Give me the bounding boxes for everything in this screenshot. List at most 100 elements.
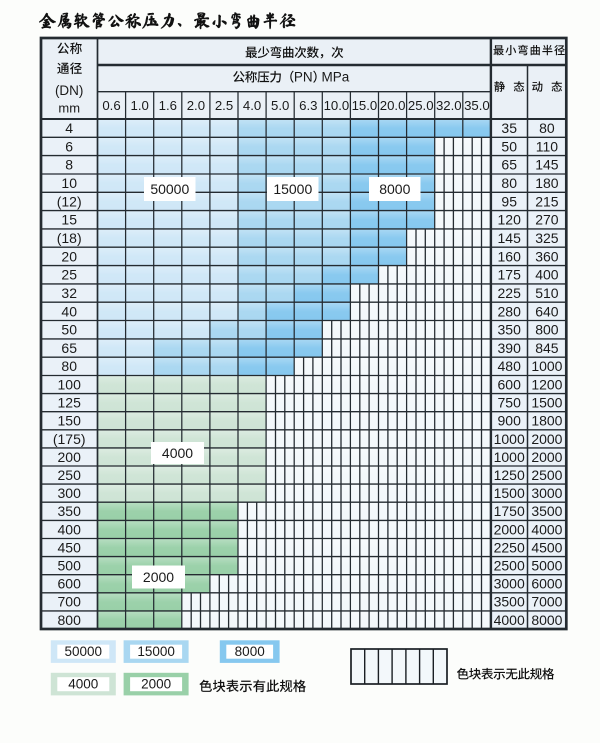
svg-text:600: 600 — [498, 377, 522, 393]
svg-text:(18): (18) — [57, 230, 82, 246]
svg-text:(DN): (DN) — [55, 83, 84, 98]
svg-text:65: 65 — [501, 157, 517, 173]
svg-text:20: 20 — [61, 248, 77, 264]
svg-text:480: 480 — [498, 358, 522, 374]
svg-text:0.6: 0.6 — [102, 98, 120, 113]
svg-text:2000: 2000 — [143, 569, 174, 585]
svg-text:mm: mm — [58, 101, 80, 116]
svg-text:1500: 1500 — [494, 485, 525, 501]
svg-text:15000: 15000 — [273, 181, 312, 197]
svg-text:350: 350 — [58, 503, 82, 519]
svg-text:800: 800 — [535, 322, 559, 338]
svg-text:3000: 3000 — [494, 576, 525, 592]
svg-text:700: 700 — [58, 594, 82, 610]
svg-text:6: 6 — [65, 138, 73, 154]
svg-text:8000: 8000 — [379, 181, 410, 197]
svg-text:15: 15 — [61, 212, 77, 228]
svg-text:80: 80 — [501, 175, 517, 191]
svg-text:50000: 50000 — [150, 181, 189, 197]
svg-text:3500: 3500 — [494, 594, 525, 610]
svg-text:2000: 2000 — [531, 431, 562, 447]
svg-text:2.5: 2.5 — [215, 98, 233, 113]
svg-text:845: 845 — [535, 340, 559, 356]
svg-text:750: 750 — [498, 395, 522, 411]
svg-text:4500: 4500 — [531, 539, 562, 555]
svg-text:8000: 8000 — [235, 644, 265, 659]
svg-text:7000: 7000 — [531, 594, 562, 610]
svg-text:350: 350 — [498, 322, 522, 338]
svg-text:250: 250 — [58, 467, 82, 483]
svg-text:25: 25 — [61, 267, 77, 283]
svg-text:1000: 1000 — [494, 431, 525, 447]
svg-text:8000: 8000 — [531, 612, 562, 628]
svg-text:160: 160 — [498, 248, 522, 264]
svg-text:6000: 6000 — [531, 576, 562, 592]
svg-text:215: 215 — [535, 193, 559, 209]
svg-text:2000: 2000 — [531, 449, 562, 465]
svg-text:1800: 1800 — [531, 413, 562, 429]
svg-text:800: 800 — [58, 612, 82, 628]
svg-text:65: 65 — [61, 340, 77, 356]
svg-text:35.0: 35.0 — [464, 98, 490, 113]
svg-text:1250: 1250 — [494, 467, 525, 483]
svg-text:15000: 15000 — [137, 644, 175, 659]
svg-text:150: 150 — [58, 413, 82, 429]
svg-text:900: 900 — [498, 413, 522, 429]
svg-text:15.0: 15.0 — [352, 98, 378, 113]
svg-text:1500: 1500 — [531, 395, 562, 411]
svg-text:5000: 5000 — [531, 558, 562, 574]
svg-text:1.6: 1.6 — [159, 98, 177, 113]
svg-text:4000: 4000 — [68, 677, 98, 692]
svg-text:2500: 2500 — [494, 558, 525, 574]
svg-text:4000: 4000 — [494, 612, 525, 628]
svg-text:4000: 4000 — [531, 521, 562, 537]
svg-text:1000: 1000 — [494, 449, 525, 465]
svg-text:500: 500 — [58, 558, 82, 574]
svg-text:360: 360 — [535, 248, 559, 264]
svg-text:50: 50 — [61, 322, 77, 338]
svg-text:10: 10 — [61, 175, 77, 191]
svg-text:145: 145 — [498, 230, 522, 246]
svg-text:180: 180 — [535, 175, 559, 191]
svg-text:80: 80 — [539, 120, 555, 136]
svg-text:(12): (12) — [57, 193, 82, 209]
svg-text:8: 8 — [65, 157, 73, 173]
svg-text:2.0: 2.0 — [187, 98, 205, 113]
svg-text:1200: 1200 — [531, 377, 562, 393]
svg-text:110: 110 — [536, 138, 559, 154]
svg-text:175: 175 — [498, 267, 522, 283]
svg-text:4.0: 4.0 — [243, 98, 261, 113]
svg-text:(175): (175) — [53, 431, 86, 447]
svg-text:25.0: 25.0 — [408, 98, 434, 113]
svg-text:600: 600 — [58, 576, 82, 592]
svg-text:325: 325 — [535, 230, 559, 246]
svg-text:95: 95 — [501, 193, 517, 209]
svg-text:2250: 2250 — [494, 539, 525, 555]
svg-text:4: 4 — [65, 120, 73, 136]
svg-text:PN: PN — [294, 70, 313, 85]
svg-text:4000: 4000 — [162, 445, 193, 461]
svg-text:400: 400 — [58, 521, 82, 537]
svg-text:2000: 2000 — [494, 521, 525, 537]
svg-text:1.0: 1.0 — [131, 98, 149, 113]
svg-text:400: 400 — [535, 267, 559, 283]
svg-text:35: 35 — [501, 120, 517, 136]
svg-text:225: 225 — [498, 285, 522, 301]
svg-text:80: 80 — [61, 358, 77, 374]
svg-text:20.0: 20.0 — [380, 98, 406, 113]
svg-text:2000: 2000 — [141, 677, 171, 692]
svg-text:100: 100 — [58, 377, 82, 393]
svg-text:2500: 2500 — [531, 467, 562, 483]
svg-text:32: 32 — [61, 285, 77, 301]
svg-text:270: 270 — [535, 212, 559, 228]
svg-text:1750: 1750 — [494, 503, 525, 519]
svg-text:6.3: 6.3 — [299, 98, 317, 113]
svg-text:3000: 3000 — [531, 485, 562, 501]
svg-text:50000: 50000 — [65, 644, 103, 659]
svg-text:1000: 1000 — [531, 358, 562, 374]
svg-text:145: 145 — [535, 157, 559, 173]
svg-text:32.0: 32.0 — [436, 98, 462, 113]
svg-text:390: 390 — [498, 340, 522, 356]
svg-text:10.0: 10.0 — [324, 98, 350, 113]
svg-text:640: 640 — [535, 303, 559, 319]
